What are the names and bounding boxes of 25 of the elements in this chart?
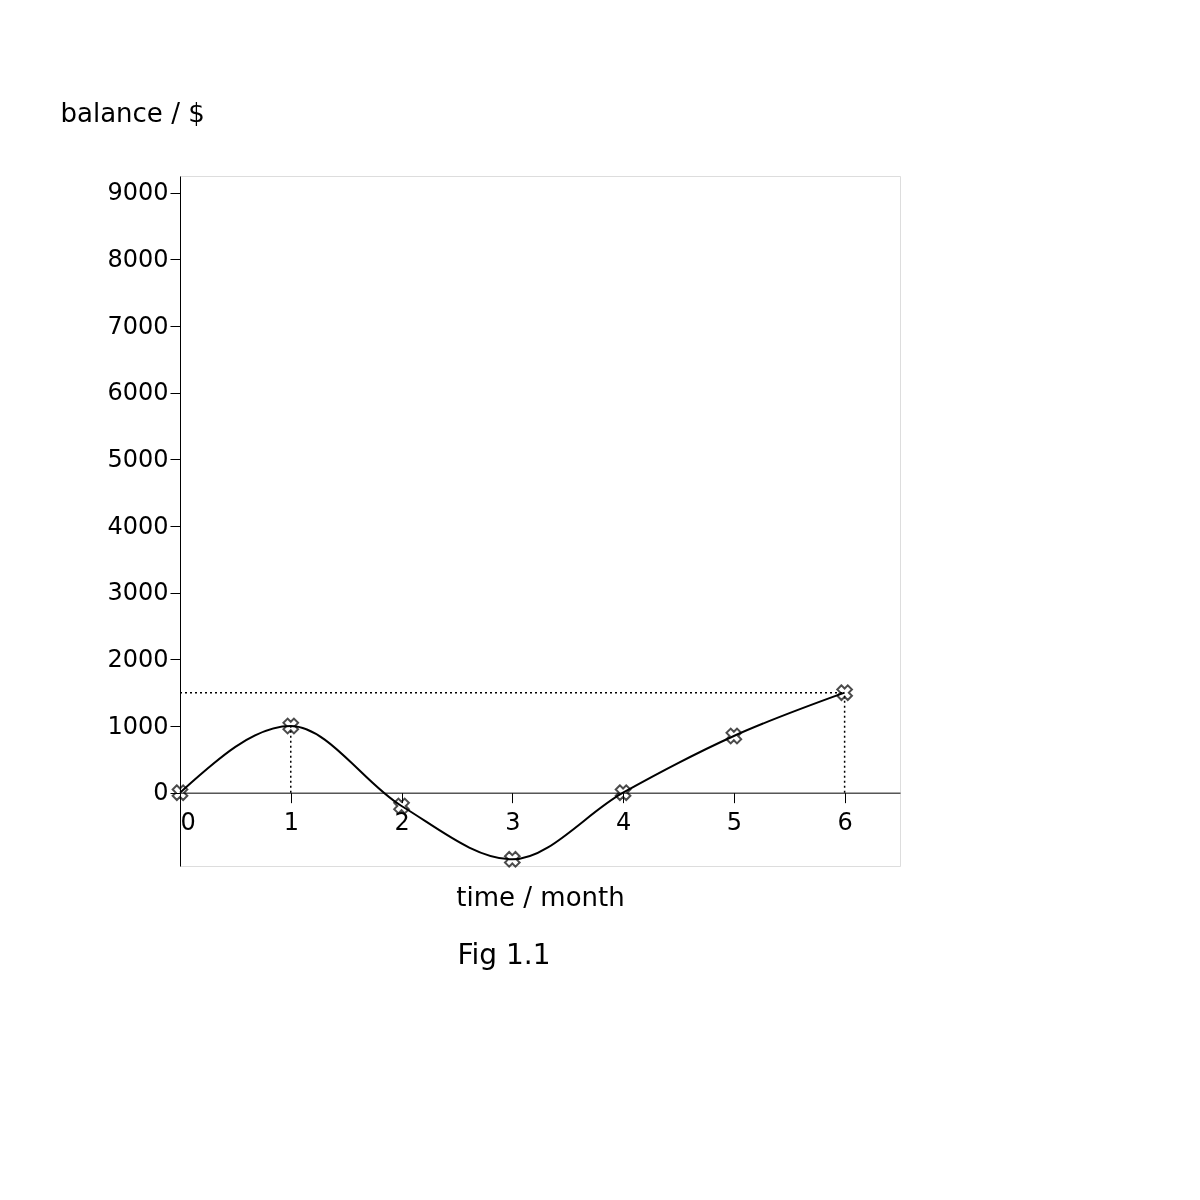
x-tick-label: 1 <box>283 808 299 837</box>
point <box>503 850 521 868</box>
y-tick-label: 3000 <box>107 578 169 607</box>
point <box>836 684 853 702</box>
y-tick-label: 7000 <box>107 311 169 340</box>
x-tick-label: 3 <box>505 808 521 837</box>
y-axis-title: balance / $ <box>60 97 205 128</box>
y-tick-label: 5000 <box>107 444 169 473</box>
y-tick-label: 8000 <box>107 244 169 273</box>
point <box>725 727 743 745</box>
y-tick-label: 6000 <box>107 378 169 407</box>
y-tick-label: 1000 <box>107 711 169 740</box>
x-tick-label: 2 <box>394 808 410 837</box>
y-tick-label: 4000 <box>107 511 169 540</box>
x-tick-label: 0 <box>180 808 196 837</box>
x-axis-title: time / month <box>456 882 625 913</box>
caption: Fig 1.1 <box>457 938 551 971</box>
y-tick-label: 0 <box>153 778 169 807</box>
x-tick-label: 6 <box>837 808 853 837</box>
x-tick-label: 5 <box>726 808 742 837</box>
point <box>614 784 632 802</box>
point <box>282 717 300 735</box>
x-tick-label: 4 <box>615 808 632 837</box>
y-tick-label: 2000 <box>107 644 169 673</box>
y-tick-label: 9000 <box>107 178 169 207</box>
